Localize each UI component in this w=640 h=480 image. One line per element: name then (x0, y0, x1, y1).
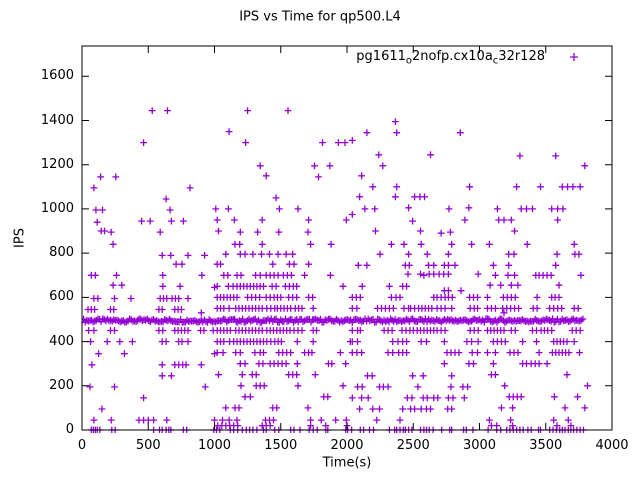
x-tick-label: 1000 (197, 438, 232, 453)
x-tick-label: 4000 (595, 438, 629, 453)
x-axis-label: Time(s) (322, 455, 372, 471)
y-tick-label: 1200 (40, 156, 74, 172)
x-tick-label: 0 (77, 438, 87, 453)
y-tick-label: 1400 (40, 112, 74, 128)
x-tick-label: 3000 (462, 438, 497, 453)
y-tick-label: 200 (49, 377, 74, 393)
x-tick-label: 3500 (529, 438, 563, 453)
y-tick-label: 1600 (40, 68, 74, 84)
chart-title: IPS vs Time for qp500.L4 (239, 9, 401, 25)
x-tick-label: 2500 (396, 438, 430, 453)
x-tick-label: 500 (135, 438, 161, 453)
y-tick-label: 600 (49, 289, 74, 305)
x-tick-label: 1500 (264, 438, 298, 453)
x-tick-label: 2000 (330, 438, 364, 453)
y-tick-label: 1000 (40, 200, 74, 216)
legend-series-label: pg1611o2nofp.cx10ac32r128 (356, 49, 545, 67)
y-tick-label: 0 (65, 422, 74, 437)
y-axis-label: IPS (12, 228, 28, 248)
y-tick-label: 800 (49, 245, 74, 261)
y-tick-label: 400 (49, 333, 74, 349)
